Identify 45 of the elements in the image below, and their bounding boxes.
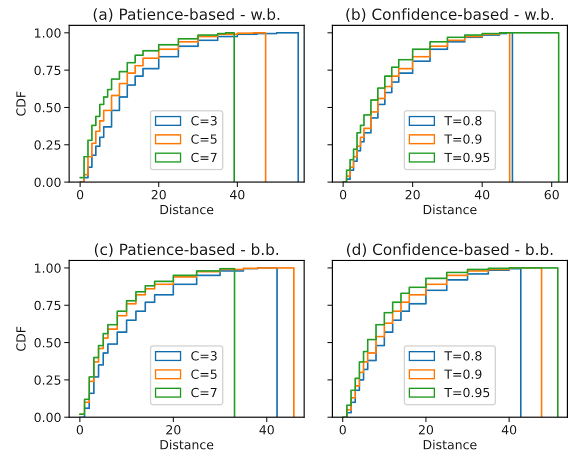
chart-title: (d) Confidence-based - b.b. <box>346 243 552 257</box>
x-tick-label: 40 <box>259 425 274 435</box>
x-axis-title: Distance <box>424 440 477 450</box>
chart-title: (c) Patience-based - b.b. <box>94 243 278 257</box>
x-tick-label: 20 <box>418 425 434 435</box>
legend-label: C=5 <box>191 134 217 144</box>
legend-label: T=0.8 <box>444 116 482 126</box>
legend-label: C=5 <box>191 369 217 379</box>
y-tick-label: 0.00 <box>34 178 61 188</box>
legend-label: C=3 <box>191 351 217 361</box>
y-tick-label: 0.75 <box>34 66 60 76</box>
legend-label: T=0.8 <box>444 351 482 361</box>
x-tick-label: 0 <box>76 425 84 435</box>
x-axis-title: Distance <box>424 204 477 214</box>
legend-label: T=0.9 <box>444 369 482 379</box>
y-tick-label: 0.25 <box>34 375 60 385</box>
y-axis-title: CDF <box>16 326 26 351</box>
legend-label: C=7 <box>191 152 217 162</box>
x-tick-label: 20 <box>152 190 166 200</box>
legend-label: T=0.95 <box>444 388 490 398</box>
x-tick-label: 0 <box>340 425 346 435</box>
y-tick-label: 0.50 <box>34 338 61 348</box>
y-tick-label: 0.50 <box>34 102 61 112</box>
y-tick-label: 1.00 <box>35 263 61 273</box>
x-tick-label: 40 <box>230 190 244 200</box>
x-tick-label: 40 <box>474 190 490 200</box>
y-tick-label: 1.00 <box>35 28 61 38</box>
x-axis-title: Distance <box>160 204 214 214</box>
x-tick-label: 40 <box>502 425 516 435</box>
x-tick-label: 0 <box>76 190 84 200</box>
legend-label: C=3 <box>191 116 217 126</box>
y-tick-label: 0.75 <box>34 300 60 310</box>
legend-label: T=0.95 <box>444 152 490 162</box>
x-tick-label: 0 <box>340 190 346 200</box>
x-tick-label: 20 <box>166 425 180 435</box>
x-tick-label: 60 <box>544 190 559 200</box>
chart-title: (a) Patience-based - w.b. <box>94 8 280 22</box>
y-axis-title: CDF <box>16 92 26 116</box>
x-axis-title: Distance <box>160 440 214 450</box>
y-tick-label: 0.00 <box>34 412 61 422</box>
y-tick-label: 0.25 <box>34 140 60 150</box>
x-tick-label: 20 <box>406 190 420 200</box>
chart-title: (b) Confidence-based - w.b. <box>346 8 554 22</box>
legend-label: C=7 <box>191 388 217 398</box>
legend-label: T=0.9 <box>444 134 482 144</box>
